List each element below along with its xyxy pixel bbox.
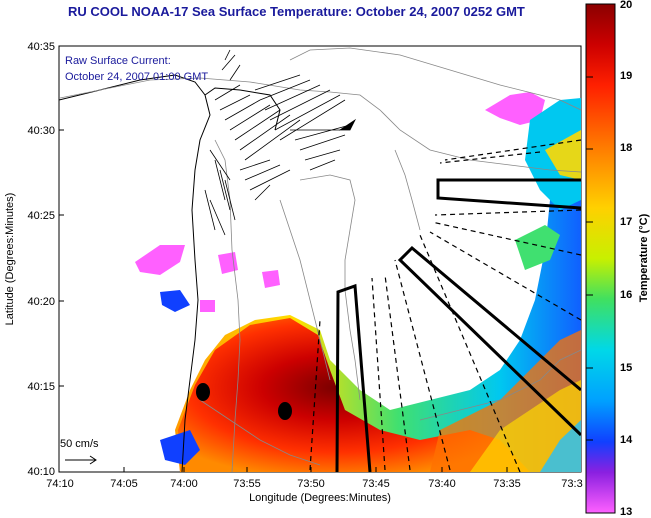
transect-4 xyxy=(394,259,451,471)
site-marker-1 xyxy=(196,383,210,401)
survey-box-2 xyxy=(397,245,581,437)
y-tick-label: 40:25 xyxy=(27,210,55,222)
colorbar-tick: 20 xyxy=(620,0,632,11)
colorbar-gradient xyxy=(585,3,616,514)
contour-6 xyxy=(419,349,581,421)
sst-west-patch-3 xyxy=(200,300,215,312)
annotation-line-2: October 24, 2007 01:00 GMT xyxy=(65,71,208,83)
x-tick-label: 73:35 xyxy=(493,478,521,490)
contour-8 xyxy=(394,149,421,231)
annotation-line-1: Raw Surface Current: xyxy=(65,55,171,67)
x-tick-label: 74:10 xyxy=(46,478,74,490)
y-tick-label: 40:30 xyxy=(27,125,55,137)
coastline-west xyxy=(59,74,211,472)
vectors-set-4 xyxy=(204,149,236,236)
colorbar-label: Temperature (°C) xyxy=(638,213,650,302)
x-tick-label: 74:00 xyxy=(170,478,198,490)
vectors-set-1 xyxy=(214,84,301,161)
sst-sw-blue xyxy=(160,430,200,465)
vectors-set-6 xyxy=(221,49,241,81)
transect-9 xyxy=(439,151,541,164)
transect-5 xyxy=(419,234,521,472)
x-tick-label: 73:40 xyxy=(428,478,456,490)
colorbar: 20 19 18 17 16 15 14 13 Temperature (°C) xyxy=(585,0,650,518)
vector-arrowhead xyxy=(338,118,357,131)
y-tick-label: 40:10 xyxy=(27,466,55,478)
transect-3 xyxy=(384,274,411,471)
x-axis-label: Longitude (Degrees:Minutes) xyxy=(249,492,391,504)
coastline-bay xyxy=(204,87,281,131)
contour-7 xyxy=(199,399,321,466)
y-tick-label: 40:20 xyxy=(27,296,55,308)
x-tick-marks xyxy=(123,467,508,472)
transect-1 xyxy=(309,319,321,471)
sst-west-magenta xyxy=(135,245,185,275)
transect-6 xyxy=(429,231,581,321)
colorbar-tick: 14 xyxy=(620,434,633,446)
colorbar-tick: 17 xyxy=(620,216,632,228)
x-tick-label: 73:50 xyxy=(297,478,325,490)
transect-10 xyxy=(444,139,581,161)
x-tick-label: 73:3 xyxy=(561,478,582,490)
transect-8 xyxy=(434,209,581,216)
sst-ne-yellow xyxy=(545,130,581,180)
colorbar-tick: 15 xyxy=(620,362,632,374)
sst-west-blue xyxy=(160,290,190,312)
x-tick-label: 73:45 xyxy=(362,478,390,490)
y-tick-marks xyxy=(59,129,64,387)
contour-2 xyxy=(214,139,241,472)
sst-west-patch-2 xyxy=(262,270,280,288)
colorbar-tick: 19 xyxy=(620,70,632,82)
sst-patches xyxy=(135,92,581,472)
transect-7 xyxy=(431,221,581,256)
colorbar-tick: 16 xyxy=(620,289,632,301)
vectors-set-3 xyxy=(290,124,351,171)
survey-boxes xyxy=(335,178,581,472)
current-vectors xyxy=(204,49,357,236)
sst-ne-magenta xyxy=(485,92,545,125)
y-tick-label: 40:15 xyxy=(27,381,55,393)
sst-mid-green xyxy=(515,225,560,270)
contour-4 xyxy=(289,47,581,111)
y-axis-label: Latitude (Degrees:Minutes) xyxy=(4,193,16,326)
sst-yellow-band xyxy=(470,380,581,472)
sst-warm-core xyxy=(178,318,530,472)
survey-box-3 xyxy=(436,178,581,210)
contour-5 xyxy=(279,199,331,381)
colorbar-tick: 13 xyxy=(620,506,632,518)
vectors-set-5 xyxy=(239,159,291,201)
colorbar-tick: 18 xyxy=(620,142,632,154)
scale-arrow xyxy=(65,455,97,465)
y-tick-label: 40:35 xyxy=(27,41,55,53)
x-axis-ticks: 74:10 74:05 74:00 73:55 73:50 73:45 73:4… xyxy=(46,478,582,490)
site-marker-2 xyxy=(278,402,292,420)
x-tick-label: 73:55 xyxy=(233,478,261,490)
survey-box-1 xyxy=(335,283,372,472)
bathymetry-contours xyxy=(59,47,581,472)
map-plot xyxy=(58,45,582,473)
sst-cyan-band xyxy=(540,420,581,472)
contour-1 xyxy=(59,77,581,173)
coastline xyxy=(59,74,281,472)
map-title: RU COOL NOAA-17 Sea Surface Temperature:… xyxy=(68,4,525,19)
x-tick-label: 74:05 xyxy=(110,478,138,490)
vectors-set-2 xyxy=(254,74,346,141)
scale-label: 50 cm/s xyxy=(60,438,99,450)
contour-3 xyxy=(299,174,361,401)
y-axis-ticks: 40:35 40:30 40:25 40:20 40:15 40:10 xyxy=(27,41,55,478)
transect-lines xyxy=(309,139,581,472)
